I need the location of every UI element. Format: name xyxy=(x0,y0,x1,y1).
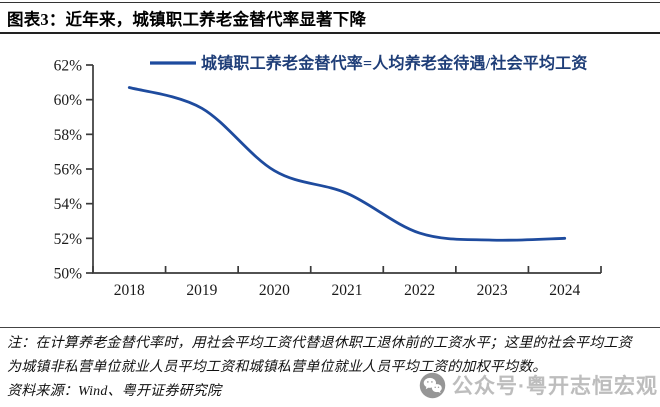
footnote-line-2: 为城镇非私营单位就业人员平均工资和城镇私营单位就业人员平均工资的加权平均数。 xyxy=(7,360,547,375)
wechat-icon xyxy=(419,372,446,398)
figure-title: 图表3：近年来，城镇职工养老金替代率显著下降 xyxy=(7,10,367,29)
x-tick-label: 2024 xyxy=(549,282,580,299)
x-tick-label: 2020 xyxy=(259,282,290,299)
source-line: 资料来源：Wind、粤开证券研究院 xyxy=(7,384,222,399)
pension-replacement-rate-line-chart: 50% 52% 54% 56% 58% 60% 62% 2018 2019 2020 2021 202… xyxy=(54,54,602,299)
figure-footnotes: 注：在计算养老金替代率时，用社会平均工资代替退休职工退休前的工资水平；这里的社会… xyxy=(0,327,660,404)
legend-label: 城镇职工养老金替代率=人均养老金待遇/社会平均工资 xyxy=(201,54,588,73)
y-tick-label: 60% xyxy=(54,92,83,109)
footnote-line-1: 注：在计算养老金替代率时，用社会平均工资代替退休职工退休前的工资水平；这里的社会… xyxy=(7,336,632,351)
x-tick-label: 2019 xyxy=(186,282,217,299)
x-tick-label: 2021 xyxy=(332,282,363,299)
y-tick-label: 56% xyxy=(54,162,83,179)
y-tick-label: 54% xyxy=(54,196,83,213)
y-tick-label: 58% xyxy=(54,127,83,144)
figure-header: 图表3：近年来，城镇职工养老金替代率显著下降 xyxy=(0,2,660,34)
y-tick-label: 62% xyxy=(54,58,83,75)
x-tick-label: 2022 xyxy=(404,282,435,299)
watermark-text: 公众号·粤开志恒宏观 xyxy=(452,375,658,398)
x-tick-label: 2023 xyxy=(477,282,508,299)
y-tick-label: 52% xyxy=(54,231,83,248)
y-tick-label: 50% xyxy=(54,266,83,283)
x-tick-label: 2018 xyxy=(114,282,145,299)
line-series xyxy=(127,86,567,242)
wechat-watermark: 公众号·粤开志恒宏观 xyxy=(419,370,658,400)
